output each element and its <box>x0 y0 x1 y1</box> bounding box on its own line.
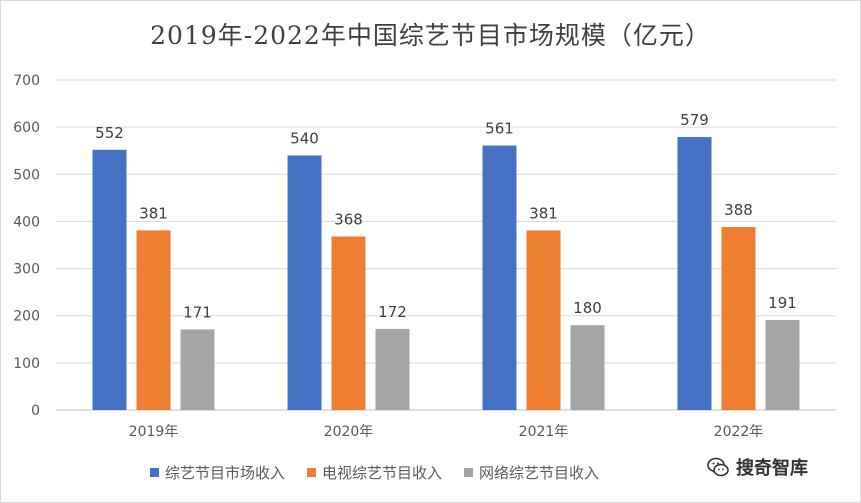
bar <box>526 230 561 410</box>
y-tick-label: 700 <box>13 73 40 89</box>
data-label: 172 <box>378 303 407 321</box>
bar <box>287 155 322 410</box>
bar <box>677 137 712 411</box>
legend-item: 网络综艺节目收入 <box>464 462 599 483</box>
bar <box>721 227 756 410</box>
data-label: 180 <box>573 299 602 317</box>
data-label: 388 <box>724 201 753 219</box>
y-tick-label: 600 <box>13 120 40 136</box>
bar <box>375 328 410 410</box>
legend-label: 网络综艺节目收入 <box>479 463 600 482</box>
legend-label: 电视综艺节目收入 <box>322 463 443 482</box>
y-tick-label: 0 <box>31 403 40 419</box>
y-tick-label: 100 <box>13 356 40 372</box>
data-label: 540 <box>290 129 319 147</box>
y-tick-label: 300 <box>13 262 40 278</box>
bar <box>136 230 171 410</box>
data-label: 561 <box>485 120 514 138</box>
bar <box>570 325 605 410</box>
data-label: 171 <box>183 303 212 321</box>
x-tick-label: 2021年 <box>519 424 569 440</box>
wechat-icon <box>707 457 729 477</box>
data-label: 579 <box>680 111 709 129</box>
watermark-text: 搜奇智库 <box>736 458 808 479</box>
legend-swatch <box>150 467 159 477</box>
y-tick-label: 500 <box>13 167 40 183</box>
legend-swatch <box>307 467 317 477</box>
x-tick-label: 2020年 <box>324 424 374 440</box>
data-label: 381 <box>529 204 558 222</box>
bar <box>482 145 517 410</box>
data-label: 368 <box>334 211 363 229</box>
bar <box>331 236 366 410</box>
y-tick-label: 400 <box>13 214 40 230</box>
data-label: 381 <box>139 204 168 222</box>
chart-legend: 综艺节目市场收入 电视综艺节目收入 网络综艺节目收入 <box>150 460 599 484</box>
chart-title: 2019年-2022年中国综艺节目市场规模（亿元） <box>150 21 711 50</box>
data-label: 191 <box>768 294 797 312</box>
bar <box>92 149 127 410</box>
watermark: 搜奇智库 <box>706 454 808 480</box>
legend-item: 综艺节目市场收入 <box>150 462 285 483</box>
legend-swatch <box>464 467 474 477</box>
legend-label: 综艺节目市场收入 <box>165 463 286 482</box>
x-tick-label: 2019年 <box>129 424 179 440</box>
x-tick-label: 2022年 <box>714 424 764 440</box>
y-tick-label: 200 <box>13 309 40 325</box>
bar <box>765 319 800 410</box>
bar <box>180 329 215 410</box>
legend-item: 电视综艺节目收入 <box>307 462 442 483</box>
data-label: 552 <box>95 124 124 142</box>
